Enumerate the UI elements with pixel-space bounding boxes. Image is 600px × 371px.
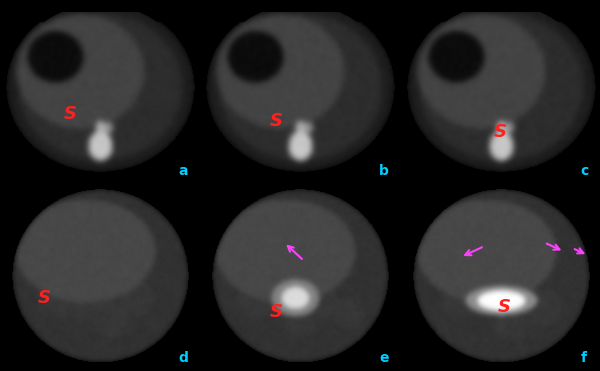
- Text: S: S: [498, 298, 511, 316]
- Text: d: d: [178, 351, 188, 365]
- Text: a: a: [179, 164, 188, 178]
- Text: f: f: [581, 351, 587, 365]
- Text: S: S: [494, 123, 507, 141]
- Text: c: c: [580, 164, 588, 178]
- Text: S: S: [37, 289, 50, 306]
- Text: S: S: [63, 105, 76, 123]
- Text: S: S: [269, 303, 283, 321]
- Text: e: e: [379, 351, 388, 365]
- Text: b: b: [379, 164, 389, 178]
- Text: S: S: [269, 112, 283, 130]
